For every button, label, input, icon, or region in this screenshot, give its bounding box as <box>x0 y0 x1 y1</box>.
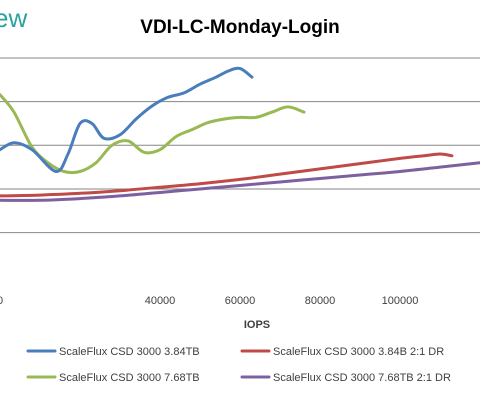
legend-label-0: ScaleFlux CSD 3000 3.84TB <box>59 346 200 358</box>
legend-label-1: ScaleFlux CSD 3000 3.84B 2:1 DR <box>273 346 444 358</box>
x-tick-labels: 0 40000 60000 80000 100000 <box>0 295 418 307</box>
series-line-0 <box>0 66 254 173</box>
x-tick-label-3: 80000 <box>305 295 336 307</box>
series-line-1 <box>0 152 454 198</box>
x-tick-label-4: 100000 <box>382 295 419 307</box>
chart-title: VDI-LC-Monday-Login <box>140 17 339 38</box>
series-line-3 <box>0 161 480 202</box>
legend: ScaleFlux CSD 3000 3.84TB ScaleFlux CSD 3… <box>26 346 451 384</box>
x-tick-label-0: 0 <box>0 295 3 307</box>
legend-label-2: ScaleFlux CSD 3000 7.68TB <box>59 372 200 384</box>
plot-area <box>0 66 480 202</box>
x-axis-title: IOPS <box>244 319 270 331</box>
series-line-2 <box>0 93 306 175</box>
x-tick-label-2: 60000 <box>225 295 256 307</box>
gridlines <box>0 57 480 234</box>
x-tick-label-1: 40000 <box>145 295 176 307</box>
legend-label-3: ScaleFlux CSD 3000 7.68TB 2:1 DR <box>273 372 451 384</box>
brand-text: ew <box>0 3 27 33</box>
